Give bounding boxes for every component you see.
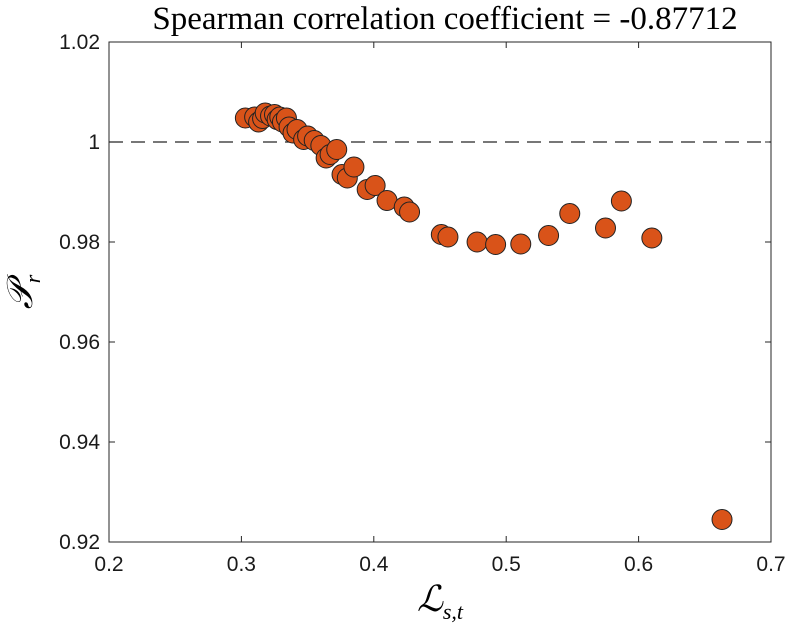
scatter-point	[399, 201, 421, 223]
plot-area	[108, 41, 772, 543]
x-axis-label-sub: s,t	[443, 599, 464, 624]
y-tick-labels: 0.92 0.94 0.96 0.98 1 1.02	[59, 31, 100, 554]
y-tick-label: 0.98	[59, 231, 100, 254]
scatter-point	[538, 225, 560, 246]
x-axis-label-main: ℒ	[417, 579, 444, 619]
x-tick-label: 0.5	[492, 553, 521, 576]
scatter-point	[641, 227, 663, 249]
x-tick-label: 0.7	[756, 553, 785, 576]
scatter-point	[326, 139, 348, 160]
scatter-point	[595, 217, 616, 239]
scatter-point	[559, 203, 581, 224]
y-axis-label-sub: r	[20, 274, 45, 283]
x-axis-label: ℒs,t	[417, 579, 464, 624]
x-tick-label: 0.4	[359, 553, 389, 576]
scatter-point	[466, 231, 488, 253]
data-points	[234, 102, 733, 530]
scatter-point	[510, 233, 532, 255]
y-tick-label: 0.94	[59, 431, 100, 454]
scatter-point	[610, 190, 632, 212]
scatter-point	[364, 175, 386, 196]
scatter-point	[437, 226, 459, 248]
x-tick-labels: 0.2 0.3 0.4 0.5 0.6 0.7	[94, 553, 785, 576]
scatter-point	[711, 509, 733, 530]
scatter-point	[485, 234, 507, 255]
x-tick-label: 0.6	[624, 553, 653, 576]
y-tick-label: 1	[88, 131, 100, 154]
y-axis-label: 𝒫r	[0, 273, 45, 309]
scatter-point	[343, 156, 365, 178]
chart-title: Spearman correlation coefficient = -0.87…	[152, 1, 737, 37]
y-tick-label: 0.96	[59, 331, 100, 354]
x-tick-label: 0.3	[227, 553, 256, 576]
axis-ticks	[108, 41, 772, 543]
x-tick-label: 0.2	[94, 553, 123, 576]
y-tick-label: 1.02	[59, 31, 100, 54]
y-tick-label: 0.92	[59, 531, 100, 554]
